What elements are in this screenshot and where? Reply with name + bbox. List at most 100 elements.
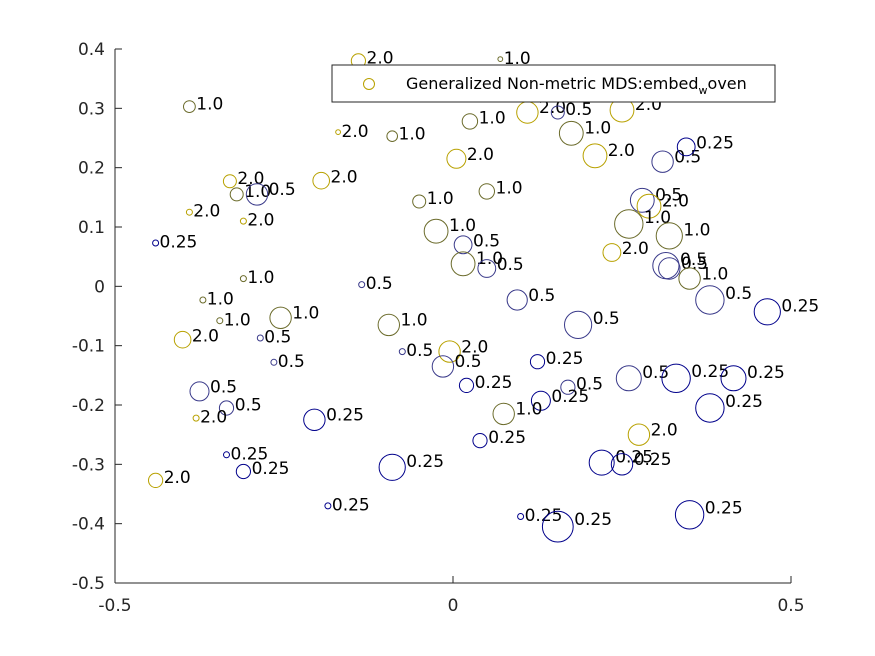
point-label: 0.25	[615, 447, 653, 467]
data-point	[655, 222, 683, 250]
data-point	[222, 174, 237, 189]
data-point	[558, 120, 584, 146]
data-point	[695, 285, 725, 315]
data-point	[270, 358, 278, 366]
point-label: 2.0	[342, 122, 369, 142]
data-point	[453, 235, 473, 255]
data-point	[239, 217, 247, 225]
point-label: 0.5	[725, 284, 752, 304]
y-tick-label: 0.3	[78, 99, 105, 119]
data-point	[458, 377, 475, 393]
y-tick-label: -0.3	[72, 455, 105, 475]
point-label: 0.5	[269, 180, 296, 200]
point-label: 0.5	[497, 255, 524, 275]
point-label: 2.0	[662, 191, 689, 211]
point-label: 1.0	[683, 220, 710, 240]
point-label: 0.5	[642, 363, 669, 383]
point-label: 1.0	[224, 310, 251, 330]
point-label: 2.0	[193, 202, 220, 222]
point-label: 1.0	[247, 268, 274, 288]
data-point	[529, 354, 546, 370]
point-label: 1.0	[701, 264, 728, 284]
data-point	[636, 193, 662, 219]
point-label: 1.0	[476, 249, 503, 269]
data-point	[192, 414, 200, 422]
point-label: 0.25	[551, 387, 589, 407]
point-label: 0.25	[488, 428, 526, 448]
point-label: 0.25	[747, 363, 785, 383]
point-label: 0.5	[674, 147, 701, 167]
legend-label-prefix: Generalized Non-metric MDS:embed	[406, 74, 699, 93]
data-point	[183, 100, 196, 113]
data-point	[256, 334, 264, 342]
point-label: 0.5	[366, 274, 393, 294]
data-point	[335, 129, 342, 136]
data-point	[239, 275, 247, 283]
point-label: 0.25	[475, 373, 513, 393]
data-point	[541, 510, 574, 543]
point-label: 0.25	[231, 444, 269, 464]
data-point	[173, 330, 192, 349]
point-label: 0.25	[781, 296, 819, 316]
point-label: 0.5	[681, 254, 708, 274]
point-label: 1.0	[515, 400, 542, 420]
point-label: 1.0	[584, 118, 611, 138]
point-label: 0.5	[278, 352, 305, 372]
data-point	[386, 130, 399, 142]
data-point	[472, 433, 488, 449]
y-tick-label: 0	[94, 277, 105, 297]
y-tick-label: 0.2	[78, 159, 105, 179]
data-point	[588, 449, 615, 476]
legend-marker	[363, 78, 375, 90]
data-point	[377, 313, 400, 337]
data-point	[398, 348, 406, 356]
point-label: 0.25	[525, 506, 563, 526]
data-point	[582, 143, 608, 169]
data-point	[148, 472, 164, 488]
data-point	[674, 500, 705, 530]
data-point	[303, 408, 326, 431]
data-point	[602, 243, 622, 262]
point-label: 1.0	[504, 49, 531, 69]
point-label: 1.0	[427, 189, 454, 209]
data-point	[651, 150, 674, 173]
data-point	[461, 113, 479, 130]
data-point	[652, 252, 680, 280]
x-tick-label: 0.5	[777, 596, 804, 616]
data-point	[478, 183, 495, 200]
data-point	[610, 453, 634, 476]
point-label: 0.25	[406, 452, 444, 472]
data-point	[412, 194, 427, 209]
legend: Generalized Non-metric MDS:embedwoven	[331, 64, 776, 103]
data-point	[720, 365, 747, 392]
data-point	[216, 317, 224, 325]
y-tick-label: -0.4	[72, 515, 105, 535]
data-point	[477, 259, 497, 278]
data-point	[661, 363, 691, 393]
data-point	[229, 187, 244, 202]
point-label: 0.25	[725, 392, 763, 412]
data-point	[629, 187, 655, 213]
point-label: 0.5	[565, 100, 592, 120]
point-label: 2.0	[467, 145, 494, 165]
point-label: 1.0	[479, 109, 506, 129]
data-point	[497, 56, 504, 62]
point-label: 0.25	[691, 362, 729, 382]
data-point	[517, 513, 525, 520]
data-point	[446, 148, 467, 169]
data-point	[560, 379, 576, 395]
data-point	[223, 451, 230, 459]
data-point	[627, 423, 651, 446]
point-label: 0.5	[264, 328, 291, 348]
point-label: 2.0	[461, 337, 488, 357]
point-label: 1.0	[496, 179, 523, 199]
data-point	[199, 296, 207, 304]
data-point	[189, 381, 210, 402]
y-tick-label: 0.1	[78, 218, 105, 238]
data-point	[658, 257, 681, 280]
point-label: 0.5	[576, 375, 603, 395]
data-point	[492, 402, 515, 426]
legend-label: Generalized Non-metric MDS:embedwoven	[406, 74, 747, 97]
point-label: 2.0	[247, 211, 274, 231]
